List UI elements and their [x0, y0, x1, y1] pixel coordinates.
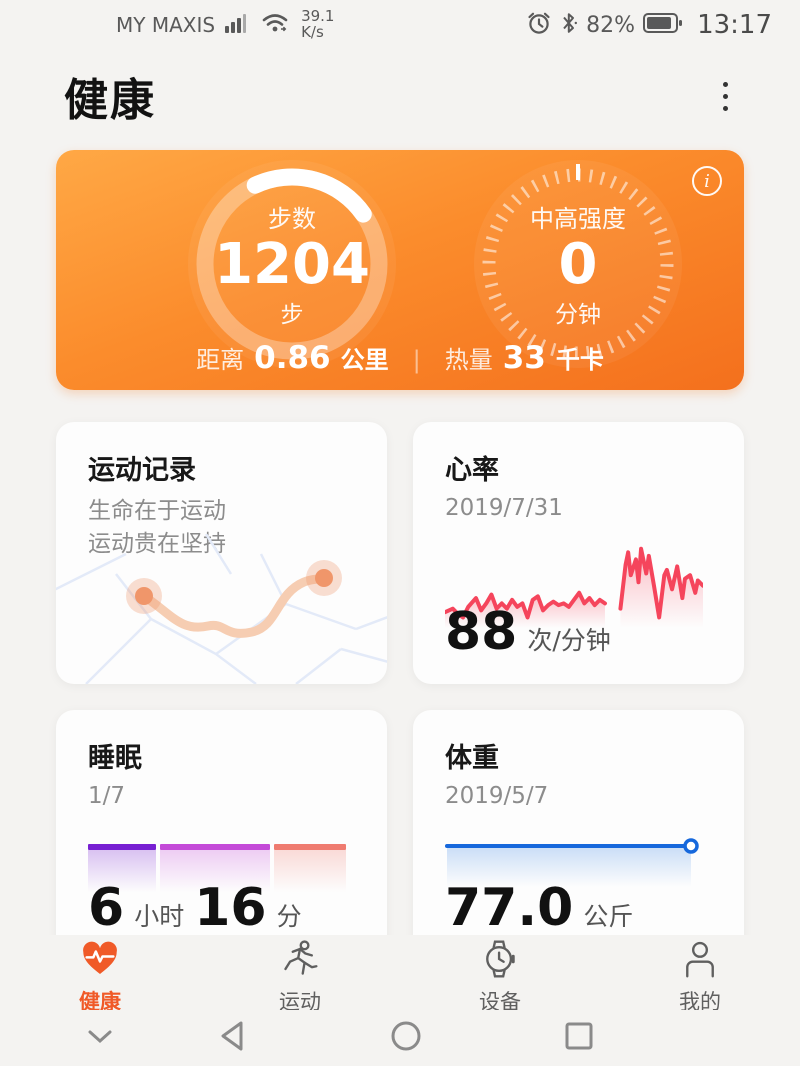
system-navigation-bar: [0, 1010, 800, 1066]
tab-devices[interactable]: 设备: [400, 935, 600, 1014]
steps-progress-arc: [246, 168, 372, 223]
calories-label: 热量: [444, 346, 493, 374]
signal-strength-icon: [225, 11, 251, 40]
tab-me[interactable]: 我的: [600, 935, 800, 1014]
weight-card[interactable]: 体重 2019/5/7 77.0 公斤: [413, 710, 744, 960]
intensity-ring[interactable]: 中高强度 0 分钟: [474, 160, 682, 368]
weight-trend-line: [445, 838, 699, 887]
route-map-illustration: [56, 534, 387, 684]
sleep-minutes: 16: [194, 878, 267, 938]
bluetooth-icon: [560, 10, 578, 41]
app-header: 健康: [0, 50, 800, 138]
sleep-segment-awake: [273, 844, 346, 896]
steps-unit: 步: [280, 302, 304, 329]
status-bar: MY MAXIS 39.1 K/s: [0, 0, 800, 50]
carrier-name: MY MAXIS: [116, 13, 216, 37]
person-icon: [680, 939, 720, 983]
heart-rate-title: 心率: [445, 455, 499, 486]
route-path: [139, 573, 329, 638]
exercise-card-subtitle: 生命在于运动 运动贵在坚持: [88, 498, 226, 558]
sleep-stages-bar: [88, 844, 346, 896]
page-title: 健康: [64, 75, 156, 126]
heart-pulse-icon: [80, 939, 120, 983]
weight-unit: 公斤: [583, 902, 634, 931]
distance-label: 距离: [196, 346, 245, 374]
tab-exercise[interactable]: 运动: [200, 935, 400, 1014]
battery-percent: 82%: [586, 12, 636, 38]
back-button-icon[interactable]: [217, 1020, 247, 1056]
weight-date: 2019/5/7: [445, 783, 549, 809]
steps-value: 1204: [214, 231, 370, 297]
alarm-icon: [526, 10, 552, 41]
stats-divider: |: [412, 346, 421, 374]
distance-value: 0.86: [254, 340, 331, 376]
activity-summary-card[interactable]: i 步数 1204 步 中高强度 0 分钟 距离 0.86 公里 | 热量: [56, 150, 744, 390]
sleep-date: 1/7: [88, 783, 126, 809]
intensity-value: 0: [558, 231, 598, 297]
clock-time: 13:17: [697, 10, 772, 40]
network-speed: 39.1 K/s: [301, 7, 335, 41]
tab-health[interactable]: 健康: [0, 935, 200, 1014]
steps-ring[interactable]: 步数 1204 步: [188, 160, 396, 368]
weight-point-marker: [683, 838, 699, 854]
heart-rate-sparkline: [445, 540, 703, 628]
route-end-dot: [315, 569, 333, 587]
route-start-dot: [135, 587, 153, 605]
sleep-segment-deep: [88, 844, 156, 896]
watch-icon: [480, 939, 520, 983]
hide-navbar-chevron-icon[interactable]: [83, 1026, 117, 1050]
battery-icon: [643, 12, 683, 39]
sleep-card[interactable]: 睡眠 1/7 6 小时 16 分: [56, 710, 387, 960]
summary-stats-row: 距离 0.86 公里 | 热量 33 千卡: [56, 340, 744, 376]
home-button-icon[interactable]: [390, 1020, 422, 1056]
weight-value: 77.0: [445, 878, 574, 938]
heart-rate-card[interactable]: 心率 2019/7/31 88 次/分钟: [413, 422, 744, 684]
sleep-segment-light: [159, 844, 270, 896]
exercise-record-card[interactable]: 运动记录 生命在于运动 运动贵在坚持: [56, 422, 387, 684]
recents-button-icon[interactable]: [564, 1021, 594, 1055]
bottom-tab-bar: 健康 运动 设备: [0, 935, 800, 1014]
weight-title: 体重: [445, 743, 499, 774]
steps-label: 步数: [268, 204, 316, 233]
calories-unit: 千卡: [555, 346, 604, 374]
sleep-title: 睡眠: [88, 743, 142, 774]
info-icon[interactable]: i: [692, 166, 722, 196]
overflow-menu-icon[interactable]: [715, 74, 736, 119]
calories-value: 33: [502, 340, 546, 376]
exercise-card-title: 运动记录: [88, 455, 196, 486]
wifi-icon: [261, 10, 291, 41]
intensity-label: 中高强度: [530, 204, 626, 233]
sleep-minutes-unit: 分: [276, 902, 302, 931]
runner-icon: [280, 939, 320, 983]
sleep-hours: 6: [88, 878, 125, 938]
heart-rate-date: 2019/7/31: [445, 495, 563, 521]
distance-unit: 公里: [340, 346, 389, 374]
heart-rate-value: 88: [445, 602, 518, 662]
intensity-top-tick: [576, 164, 580, 180]
intensity-unit: 分钟: [555, 302, 601, 329]
sleep-hours-unit: 小时: [134, 902, 185, 931]
heart-rate-unit: 次/分钟: [527, 626, 611, 655]
